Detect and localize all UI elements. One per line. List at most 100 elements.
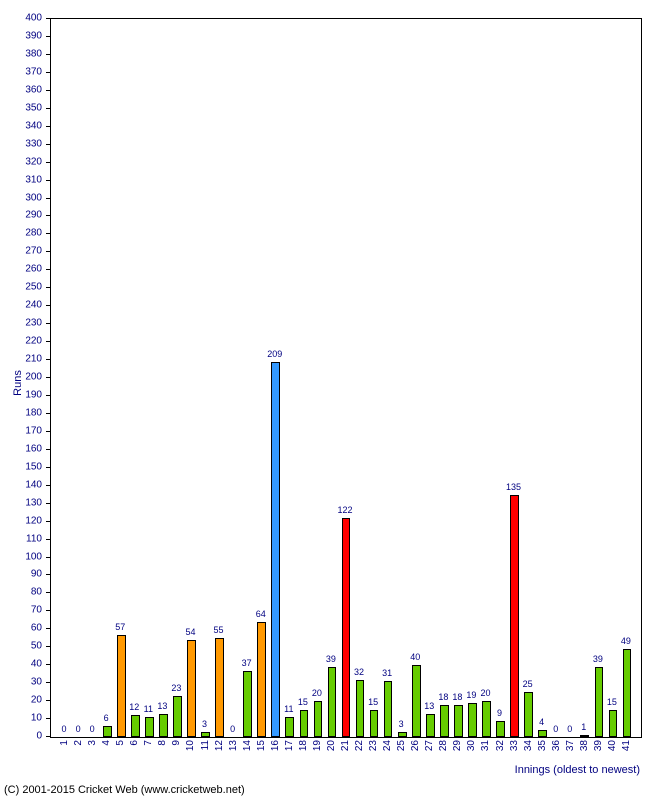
y-tick-mark	[46, 377, 50, 378]
x-tick-label: 40	[607, 740, 618, 751]
bar	[440, 705, 449, 737]
bar-value-label: 13	[157, 701, 167, 711]
bar	[609, 710, 618, 737]
bar	[356, 680, 365, 737]
y-tick-label: 260	[0, 264, 42, 275]
y-tick-mark	[46, 664, 50, 665]
bar-value-label: 18	[438, 692, 448, 702]
y-tick-label: 60	[0, 623, 42, 634]
x-tick-label: 4	[101, 740, 112, 746]
y-tick-mark	[46, 233, 50, 234]
plot-area	[50, 18, 642, 738]
bar-value-label: 9	[497, 708, 502, 718]
y-tick-label: 160	[0, 443, 42, 454]
y-tick-label: 100	[0, 551, 42, 562]
bar-value-label: 54	[185, 627, 195, 637]
x-tick-label: 2	[73, 740, 84, 746]
x-axis-label: Innings (oldest to newest)	[515, 764, 640, 776]
bar	[496, 721, 505, 737]
bar-value-label: 6	[104, 713, 109, 723]
bar	[384, 681, 393, 737]
y-tick-mark	[46, 682, 50, 683]
bar-value-label: 11	[284, 704, 293, 714]
x-tick-label: 17	[284, 740, 295, 751]
y-tick-mark	[46, 467, 50, 468]
y-tick-mark	[46, 215, 50, 216]
bar	[145, 717, 154, 737]
y-tick-label: 330	[0, 138, 42, 149]
y-tick-label: 170	[0, 425, 42, 436]
y-tick-label: 390	[0, 30, 42, 41]
y-tick-label: 80	[0, 587, 42, 598]
bar	[300, 710, 309, 737]
y-tick-label: 40	[0, 659, 42, 670]
bar	[482, 701, 491, 737]
bar-value-label: 40	[410, 652, 420, 662]
bar	[342, 518, 351, 737]
y-tick-label: 280	[0, 228, 42, 239]
x-tick-label: 33	[509, 740, 520, 751]
bar-value-label: 0	[76, 724, 81, 734]
bar-value-label: 15	[368, 697, 378, 707]
bar	[201, 732, 210, 737]
bar-value-label: 0	[90, 724, 95, 734]
bar	[131, 715, 140, 737]
bar	[187, 640, 196, 737]
x-tick-label: 10	[185, 740, 196, 751]
x-tick-label: 16	[270, 740, 281, 751]
bar-value-label: 15	[298, 697, 308, 707]
x-tick-label: 39	[593, 740, 604, 751]
x-tick-label: 12	[214, 740, 225, 751]
bar-value-label: 55	[214, 625, 224, 635]
x-tick-label: 22	[354, 740, 365, 751]
y-tick-mark	[46, 251, 50, 252]
bar-value-label: 15	[607, 697, 617, 707]
bar	[370, 710, 379, 737]
y-tick-label: 70	[0, 605, 42, 616]
y-tick-mark	[46, 323, 50, 324]
y-tick-mark	[46, 144, 50, 145]
y-tick-label: 0	[0, 731, 42, 742]
x-tick-label: 8	[157, 740, 168, 746]
bar	[173, 696, 182, 737]
bar-value-label: 0	[62, 724, 67, 734]
bar-value-label: 39	[593, 654, 603, 664]
x-tick-label: 25	[396, 740, 407, 751]
bar	[524, 692, 533, 737]
x-tick-label: 9	[171, 740, 182, 746]
y-tick-mark	[46, 305, 50, 306]
x-tick-label: 14	[242, 740, 253, 751]
y-tick-mark	[46, 646, 50, 647]
y-tick-label: 310	[0, 174, 42, 185]
y-tick-label: 190	[0, 389, 42, 400]
y-tick-mark	[46, 592, 50, 593]
bar-value-label: 39	[326, 654, 336, 664]
bar-value-label: 13	[424, 701, 434, 711]
y-tick-label: 300	[0, 192, 42, 203]
x-tick-label: 32	[495, 740, 506, 751]
bar	[538, 730, 547, 737]
y-tick-label: 230	[0, 318, 42, 329]
y-tick-mark	[46, 359, 50, 360]
x-tick-label: 15	[256, 740, 267, 751]
bar-value-label: 32	[354, 667, 364, 677]
bar	[623, 649, 632, 737]
y-tick-mark	[46, 198, 50, 199]
y-tick-mark	[46, 395, 50, 396]
y-tick-mark	[46, 718, 50, 719]
bar	[510, 495, 519, 737]
bar-value-label: 19	[466, 690, 476, 700]
bar	[412, 665, 421, 737]
y-tick-label: 340	[0, 120, 42, 131]
y-tick-label: 90	[0, 569, 42, 580]
y-tick-mark	[46, 54, 50, 55]
y-tick-label: 200	[0, 372, 42, 383]
y-tick-label: 360	[0, 84, 42, 95]
bar-value-label: 3	[399, 719, 404, 729]
bar	[243, 671, 252, 737]
bar-value-label: 0	[230, 724, 235, 734]
copyright-text: (C) 2001-2015 Cricket Web (www.cricketwe…	[4, 784, 245, 796]
y-tick-label: 150	[0, 461, 42, 472]
y-tick-mark	[46, 90, 50, 91]
bar-value-label: 25	[523, 679, 533, 689]
